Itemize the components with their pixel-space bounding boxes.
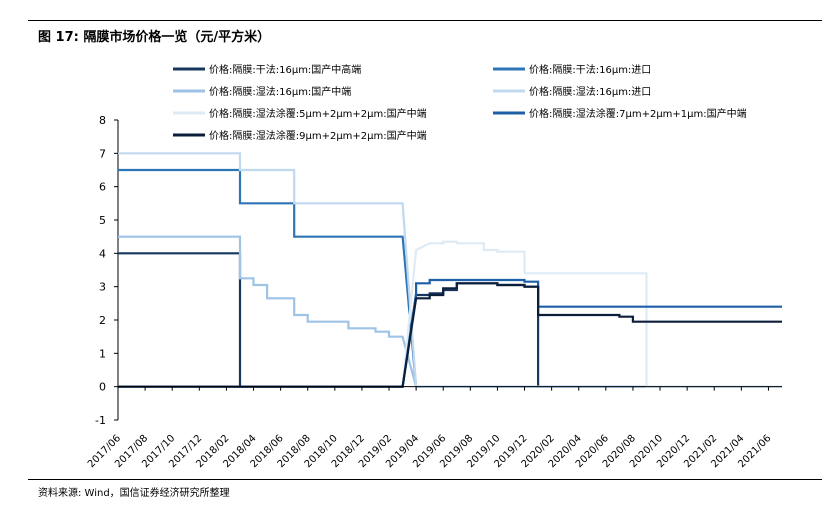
legend-label: 价格:隔膜:湿法涂覆:5μm+2μm+2μm:国产中端 — [209, 107, 427, 120]
series-lines — [118, 152, 782, 388]
series-line-4 — [118, 152, 782, 388]
bottom-rule — [28, 479, 822, 480]
top-rule — [28, 20, 822, 21]
y-tick-label: 7 — [99, 147, 106, 160]
y-axis: -1 0 1 2 3 4 5 6 7 8 — [95, 114, 119, 427]
y-tick-label: 3 — [99, 281, 106, 294]
series-line-6 — [118, 278, 782, 388]
figure-title: 图 17: 隔膜市场价格一览（元/平方米） — [38, 30, 271, 45]
series-line-2 — [118, 168, 782, 388]
source-note: 资料来源: Wind，国信证券经济研究所整理 — [38, 488, 230, 499]
legend-label: 价格:隔膜:湿法涂覆:7μm+2μm+1μm:国产中端 — [529, 107, 747, 120]
y-tick-label: 1 — [99, 347, 106, 360]
y-tick-label: 8 — [99, 114, 106, 127]
y-tick-label: -1 — [95, 414, 106, 427]
y-tick-label: 4 — [99, 247, 106, 260]
series-line-5 — [118, 240, 782, 388]
y-tick-label: 6 — [99, 181, 106, 194]
legend-label: 价格:隔膜:干法:16μm:进口 — [529, 63, 651, 76]
y-tick-label: 5 — [99, 214, 106, 227]
legend-label: 价格:隔膜:干法:16μm:国产中高端 — [209, 63, 361, 76]
y-tick-label: 2 — [99, 314, 106, 327]
series-line-1 — [118, 252, 782, 388]
legend-label: 价格:隔膜:湿法涂覆:9μm+2μm+2μm:国产中端 — [209, 129, 427, 142]
legend: 价格:隔膜:干法:16μm:国产中高端 价格:隔膜:干法:16μm:进口价格:隔膜… — [173, 63, 747, 142]
legend-label: 价格:隔膜:湿法:16μm:国产中端 — [209, 85, 351, 98]
x-axis: 2017/062017/082017/102017/122018/022018/… — [86, 386, 782, 470]
series-line-7 — [118, 282, 782, 388]
legend-label: 价格:隔膜:湿法:16μm:进口 — [529, 85, 651, 98]
y-tick-label: 0 — [99, 381, 106, 394]
series-line-3 — [118, 235, 782, 388]
